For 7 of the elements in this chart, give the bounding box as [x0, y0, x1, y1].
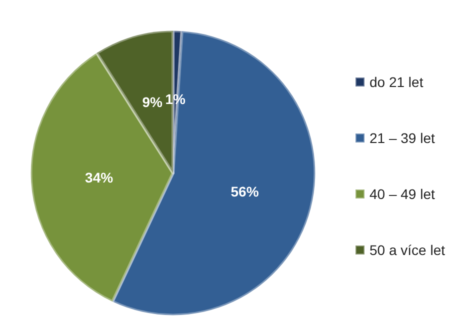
legend-label: 50 a více let	[370, 242, 446, 258]
data-label: 34%	[85, 170, 114, 186]
legend-label: 21 – 39 let	[370, 130, 436, 146]
data-label: 9%	[142, 94, 163, 110]
data-label: 56%	[230, 183, 260, 200]
legend-label: do 21 let	[370, 74, 424, 90]
legend-label: 40 – 49 let	[370, 186, 436, 202]
